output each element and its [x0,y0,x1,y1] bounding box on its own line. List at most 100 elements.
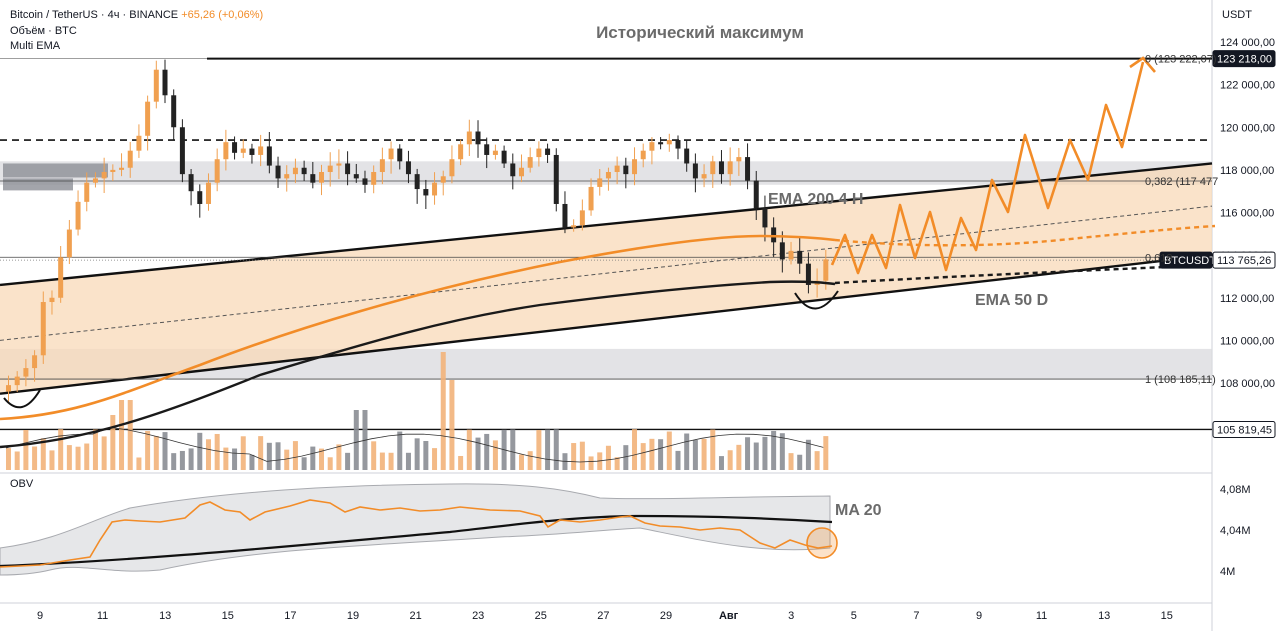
candle-body [110,169,116,173]
candle-body [632,159,638,175]
candle-body [779,242,785,260]
price-tag-box [1212,50,1276,68]
volume-bar [701,438,707,470]
channel-midline [0,205,1213,341]
volume-bar [127,400,133,470]
candle-body [710,161,716,175]
volume-bar [692,440,698,470]
time-tick-label: 17 [284,610,296,622]
candle-body [119,167,125,170]
price-tick-label: 124 000,00 [1220,37,1275,49]
candle-body [684,148,690,164]
candle-body [553,154,559,204]
candle-body [379,159,385,173]
candle-body [258,146,264,155]
candle-body [623,165,629,175]
candle-body [701,174,707,179]
candle-body [75,201,81,230]
volume-bar [518,454,524,470]
obv-tick-label: 4,04M [1220,525,1251,537]
candle-body [718,161,724,175]
volume-bar [388,452,394,470]
time-tick-label: 7 [913,610,919,622]
volume-bar [136,457,142,470]
candle-body [640,150,646,160]
volume-bar [536,430,542,470]
volume-ma-line [5,426,824,463]
candle-body [666,140,672,145]
volume-bar [162,432,168,470]
volume-bar [814,451,820,470]
volume-bar [805,439,811,470]
candle-body [23,368,29,377]
price-tick-label: 112 000,00 [1220,293,1274,305]
candle-body [805,263,811,285]
volume-bar [66,445,72,470]
candle-body [49,297,55,303]
projection-zigzag [830,61,1145,275]
projection-arrow-head [1129,56,1156,73]
ath-annotation: Исторический максимум [596,23,804,42]
price-projection [830,56,1156,275]
candle-body [545,148,551,155]
candle-body [597,178,603,187]
candle-body [675,140,681,149]
price-tag-box [1212,420,1276,438]
volume-bar [353,410,359,470]
volume-bar [84,443,90,470]
time-tick-label: 15 [222,610,234,622]
fib-label: 0,618 [1145,252,1173,264]
volume-bar [249,454,255,470]
horizontal-levels [0,57,1212,431]
ema200-annotation: EMA 200 4 H [768,191,863,208]
candle-body [388,148,394,160]
volume-bar [492,440,498,470]
candle-body [492,150,498,155]
time-tick-label: 13 [159,610,171,622]
candle-body [753,180,759,209]
volume-bar [284,449,290,470]
volume-bar [405,452,411,470]
candle-body [266,146,272,166]
candle-body [275,165,281,179]
volume-bar [75,446,81,470]
time-tick-label: 27 [597,610,609,622]
volume-bar [145,431,151,470]
price-tick-label: 120 000,00 [1220,122,1275,134]
obv-tick-label: 4,08M [1220,484,1251,496]
candle-body [319,172,325,183]
candle-body [127,150,133,168]
volume-bar [510,429,516,470]
volume-bar [779,433,785,470]
price-tag-label: 105 819,45 [1217,424,1272,436]
volume-bar [753,442,759,470]
volume-bar [23,429,29,470]
candle-body [136,135,142,151]
candle-body [145,101,151,136]
volume-bar [545,429,551,470]
volume-bar [605,445,611,470]
candle-body [823,259,829,281]
candle-body [527,157,533,168]
volume-bar [266,442,272,470]
volume-bar [614,457,620,470]
obv-line [0,499,833,568]
obv-highlight-circle [806,527,838,559]
price-tag-box [1159,251,1213,269]
candle-body [327,165,333,173]
ema-50-line [0,280,836,449]
time-tick-label: 11 [97,610,108,622]
volume-bar [736,444,742,470]
candle-body [14,376,20,386]
channel-upper-line [0,162,1213,287]
time-tick-label: 15 [1161,610,1173,622]
volume-bar [301,457,307,470]
ascending-channel [0,162,1213,395]
ema-200-line [0,234,836,421]
obv-label: OBV [10,478,34,490]
candle-body [649,142,655,151]
price-tag-box [1212,251,1276,269]
candle-body [249,148,255,155]
